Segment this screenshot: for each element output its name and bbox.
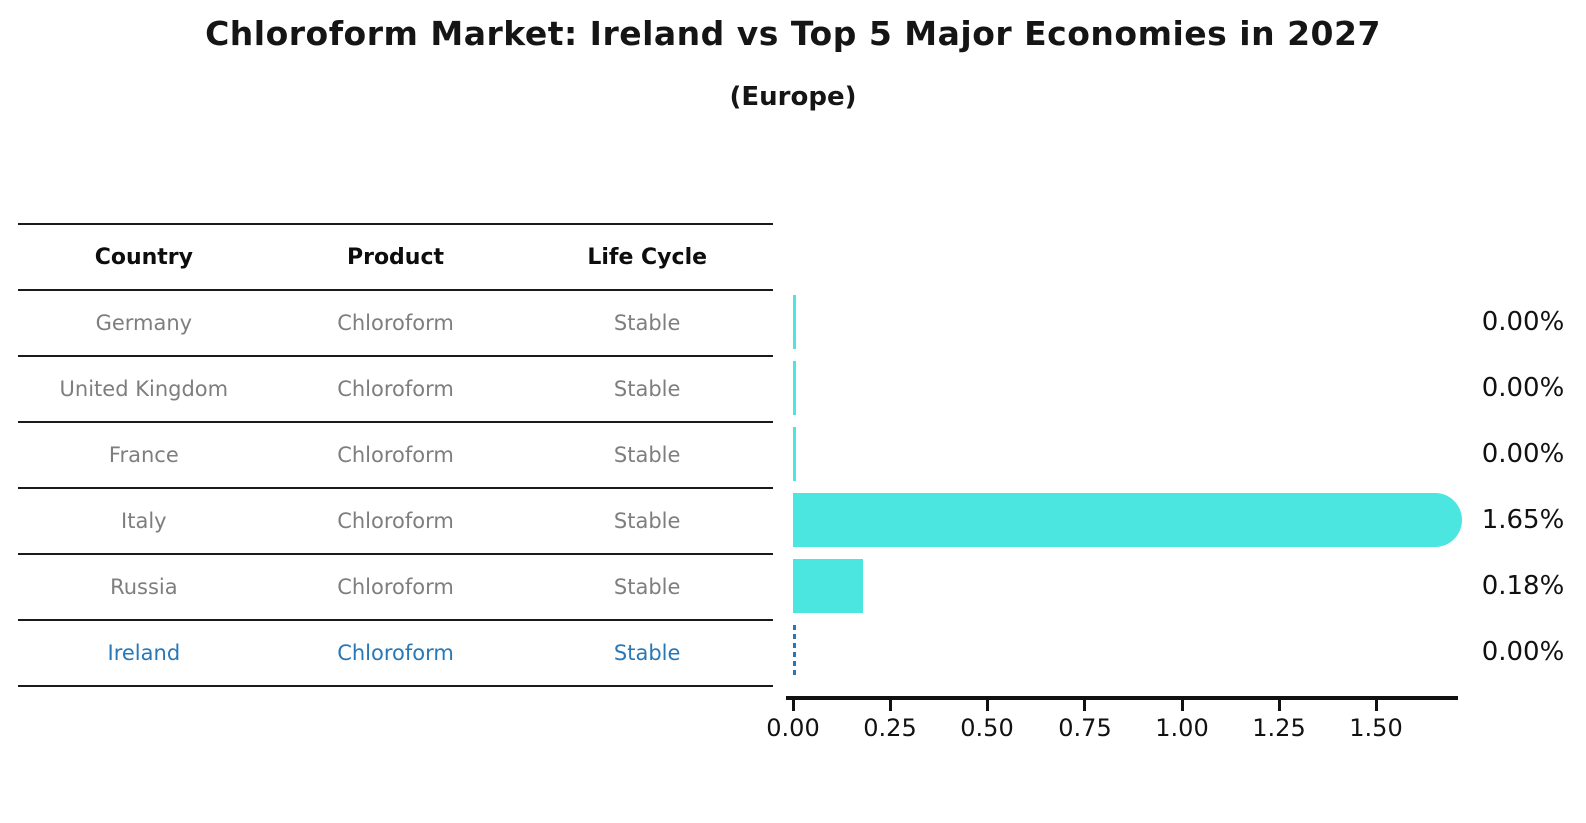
bar-ireland-dashed-marker bbox=[793, 625, 796, 679]
bar-row-united-kingdom bbox=[793, 355, 1493, 421]
table-row: France Chloroform Stable bbox=[18, 423, 773, 489]
value-label-italy: 1.65% bbox=[1481, 505, 1565, 535]
bar-row-russia bbox=[793, 553, 1493, 619]
x-tick-label: 0.00 bbox=[766, 714, 820, 742]
table-row: Italy Chloroform Stable bbox=[18, 489, 773, 555]
cell-country: Russia bbox=[110, 575, 178, 599]
cell-life-cycle: Stable bbox=[613, 509, 681, 533]
cell-country: Germany bbox=[95, 311, 193, 335]
cell-product: Chloroform bbox=[337, 443, 454, 467]
value-label-russia: 0.18% bbox=[1481, 571, 1565, 601]
value-label-ireland: 0.00% bbox=[1481, 637, 1565, 667]
x-axis-line bbox=[786, 696, 1458, 700]
cell-life-cycle: Stable bbox=[613, 377, 681, 401]
cell-product: Chloroform bbox=[337, 509, 454, 533]
x-tick-label: 0.50 bbox=[960, 714, 1014, 742]
bar-germany bbox=[793, 295, 796, 349]
x-axis-tick bbox=[986, 700, 990, 711]
table-row: United Kingdom Chloroform Stable bbox=[18, 357, 773, 423]
cell-life-cycle: Stable bbox=[613, 575, 681, 599]
cell-product: Chloroform bbox=[337, 311, 454, 335]
table-row-ireland-highlight: Ireland Chloroform Stable bbox=[18, 621, 773, 687]
x-axis-tick bbox=[1180, 700, 1184, 711]
x-tick-label: 1.25 bbox=[1252, 714, 1306, 742]
country-table: Country Product Life Cycle Germany Chlor… bbox=[18, 223, 773, 687]
chart-subtitle: (Europe) bbox=[729, 82, 857, 112]
cell-product: Chloroform bbox=[337, 575, 454, 599]
x-axis-tick bbox=[888, 700, 892, 711]
cell-product: Chloroform bbox=[337, 641, 454, 665]
x-axis-tick bbox=[1083, 700, 1087, 711]
x-axis-tick bbox=[1278, 700, 1281, 711]
bar-italy bbox=[793, 493, 1463, 547]
table-row: Germany Chloroform Stable bbox=[18, 291, 773, 357]
x-tick-label: 1.00 bbox=[1155, 714, 1209, 742]
cell-country: Ireland bbox=[107, 641, 181, 665]
cell-product: Chloroform bbox=[337, 377, 454, 401]
column-header-product: Product bbox=[346, 244, 445, 270]
cell-country: France bbox=[108, 443, 179, 467]
chart-title: Chloroform Market: Ireland vs Top 5 Majo… bbox=[205, 14, 1381, 53]
value-label-united-kingdom: 0.00% bbox=[1481, 373, 1565, 403]
x-tick-label: 0.75 bbox=[1058, 714, 1112, 742]
column-header-country: Country bbox=[94, 244, 193, 270]
cell-country: Italy bbox=[121, 509, 167, 533]
bar-france bbox=[793, 427, 796, 481]
cell-life-cycle: Stable bbox=[613, 641, 681, 665]
x-tick-label: 1.50 bbox=[1349, 714, 1403, 742]
x-axis-tick bbox=[791, 700, 795, 711]
table-row: Russia Chloroform Stable bbox=[18, 555, 773, 621]
cell-life-cycle: Stable bbox=[613, 311, 681, 335]
bar-row-france bbox=[793, 421, 1493, 487]
bar-russia bbox=[793, 559, 864, 613]
cell-country: United Kingdom bbox=[59, 377, 229, 401]
column-header-life-cycle: Life Cycle bbox=[587, 244, 708, 270]
bar-row-germany bbox=[793, 289, 1493, 355]
bar-united-kingdom bbox=[793, 361, 796, 415]
bar-row-italy bbox=[793, 487, 1493, 553]
bar-row-ireland bbox=[793, 619, 1493, 685]
x-tick-label: 0.25 bbox=[863, 714, 917, 742]
table-header-row: Country Product Life Cycle bbox=[18, 225, 773, 291]
value-label-france: 0.00% bbox=[1481, 439, 1565, 469]
value-label-germany: 0.00% bbox=[1481, 307, 1565, 337]
x-axis-tick bbox=[1375, 700, 1379, 711]
cell-life-cycle: Stable bbox=[613, 443, 681, 467]
